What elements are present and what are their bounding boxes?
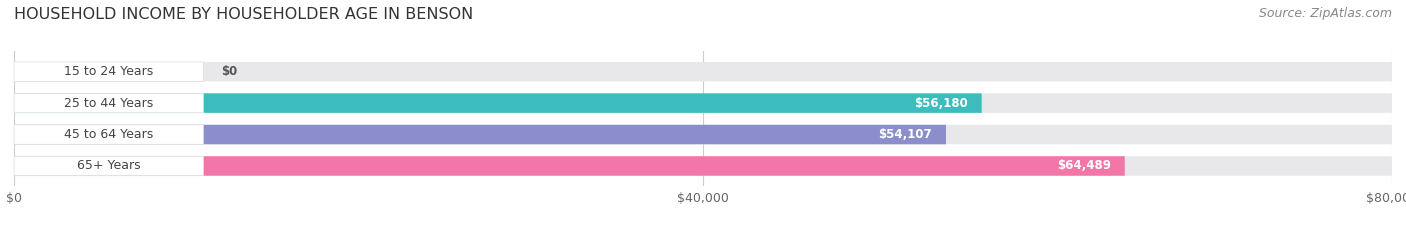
FancyBboxPatch shape	[14, 93, 1392, 113]
FancyBboxPatch shape	[14, 62, 1392, 81]
FancyBboxPatch shape	[14, 156, 204, 176]
Text: HOUSEHOLD INCOME BY HOUSEHOLDER AGE IN BENSON: HOUSEHOLD INCOME BY HOUSEHOLDER AGE IN B…	[14, 7, 474, 22]
FancyBboxPatch shape	[14, 62, 204, 81]
FancyBboxPatch shape	[14, 125, 1392, 144]
Text: 45 to 64 Years: 45 to 64 Years	[65, 128, 153, 141]
Text: 15 to 24 Years: 15 to 24 Years	[65, 65, 153, 78]
Text: Source: ZipAtlas.com: Source: ZipAtlas.com	[1258, 7, 1392, 20]
Text: $56,180: $56,180	[914, 97, 967, 110]
FancyBboxPatch shape	[14, 156, 1392, 176]
FancyBboxPatch shape	[14, 93, 204, 113]
Text: 65+ Years: 65+ Years	[77, 159, 141, 172]
Text: 25 to 44 Years: 25 to 44 Years	[65, 97, 153, 110]
FancyBboxPatch shape	[14, 156, 1125, 176]
FancyBboxPatch shape	[14, 125, 946, 144]
FancyBboxPatch shape	[14, 93, 981, 113]
Text: $54,107: $54,107	[879, 128, 932, 141]
Text: $0: $0	[221, 65, 238, 78]
Text: $64,489: $64,489	[1057, 159, 1111, 172]
FancyBboxPatch shape	[14, 125, 204, 144]
